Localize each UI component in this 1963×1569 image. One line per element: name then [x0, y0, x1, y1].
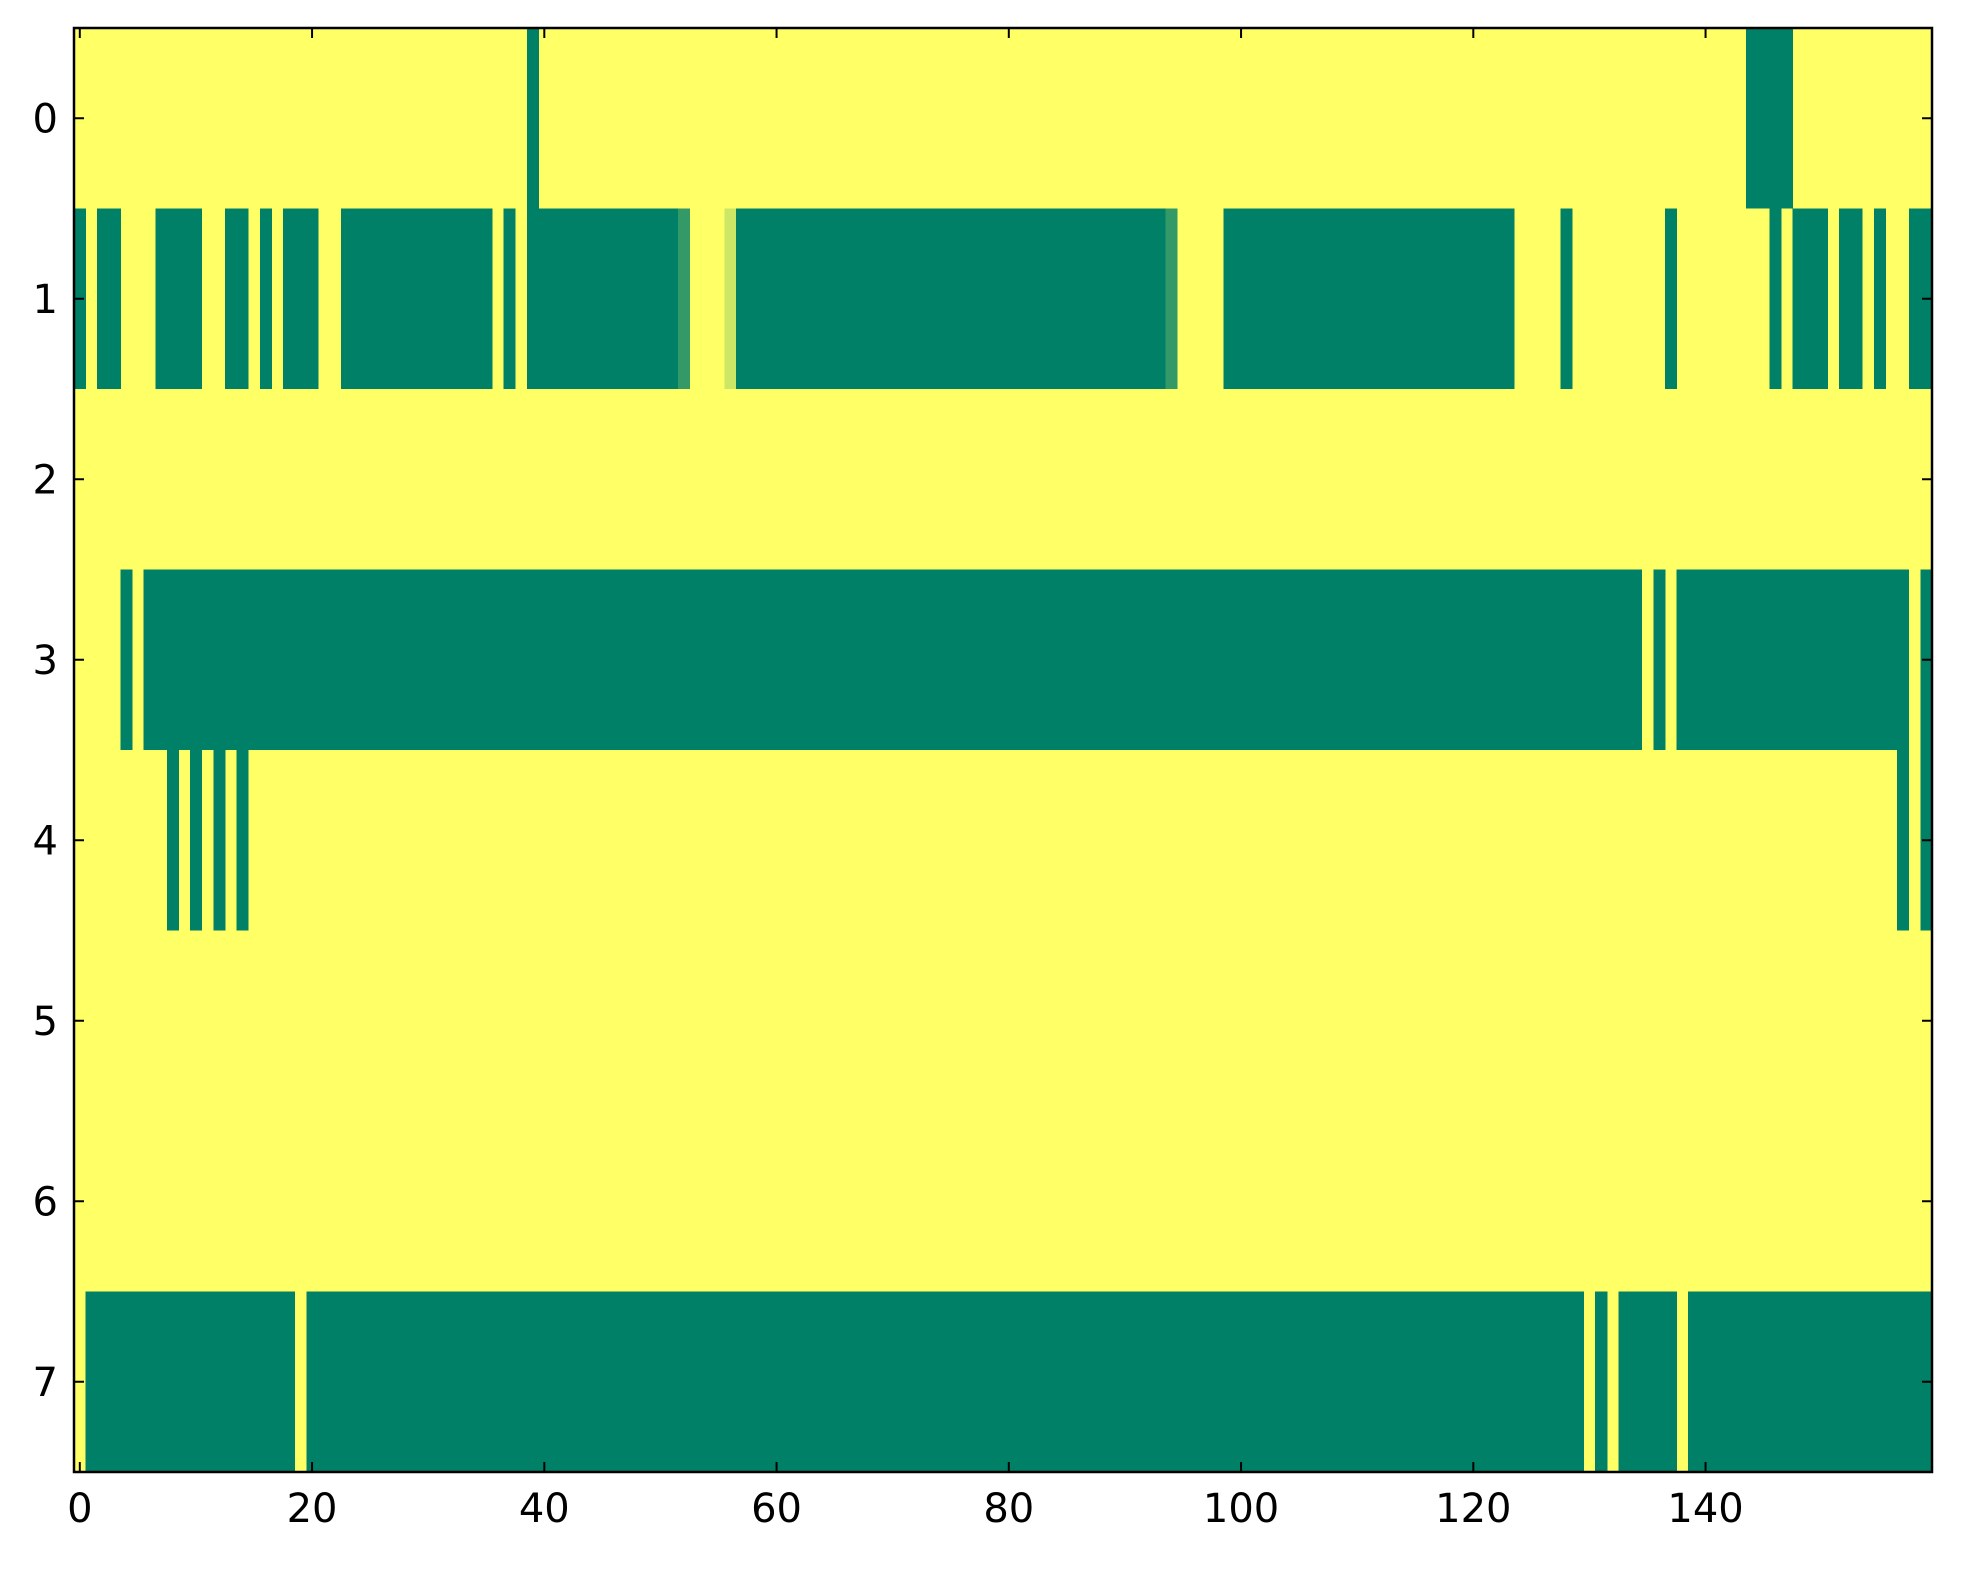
- heatmap-cell-row-1: [155, 208, 203, 389]
- heatmap-cell-row-7: [143, 1291, 203, 1472]
- heatmap-cell-row-1: [283, 208, 319, 389]
- heatmap-cell-row-1: [1792, 208, 1828, 389]
- heatmap-cell-row-7: [248, 1291, 296, 1472]
- x-tick-label: 60: [751, 1486, 802, 1532]
- heatmap-cell-row-3: [1653, 569, 1666, 750]
- heatmap-cells: [74, 28, 1933, 1472]
- heatmap-cell-row-1: [503, 208, 516, 389]
- x-tick-label: 40: [519, 1486, 570, 1532]
- y-tick-label: 1: [33, 277, 58, 323]
- y-tick-label: 2: [33, 457, 58, 503]
- heatmap-cell-row-0: [526, 28, 539, 209]
- heatmap-cell-row-7: [1618, 1291, 1677, 1472]
- heatmap-cell-row-7: [1595, 1291, 1608, 1472]
- heatmap-cell-row-1: [97, 208, 121, 389]
- axis-ticks: [74, 28, 1932, 1472]
- plot-frame: [72, 26, 1934, 1474]
- y-tick-label: 5: [33, 999, 58, 1045]
- heatmap-cell-row-1: [1165, 208, 1178, 389]
- heatmap-cell-row-7: [306, 1291, 1585, 1472]
- heatmap-cell-row-7: [201, 1291, 249, 1472]
- heatmap-cell-row-4: [166, 750, 179, 931]
- x-tick-label: 0: [67, 1486, 92, 1532]
- heatmap-cell-row-1: [341, 208, 493, 389]
- x-tick-label: 120: [1435, 1486, 1511, 1532]
- heatmap-cell-row-1: [1560, 208, 1573, 389]
- x-tick-label: 100: [1203, 1486, 1279, 1532]
- heatmap-cell-row-4: [213, 750, 226, 931]
- heatmap-cell-row-7: [1688, 1291, 1933, 1472]
- x-tick-label: 140: [1667, 1486, 1743, 1532]
- heatmap-cell-row-1: [1223, 208, 1515, 389]
- heatmap-cell-row-4: [236, 750, 249, 931]
- heatmap-cell-row-1: [1839, 208, 1863, 389]
- heatmap-cell-row-1: [1769, 208, 1782, 389]
- heatmap-cell-row-1: [224, 208, 249, 389]
- heatmap-cell-row-1: [1908, 208, 1933, 389]
- heatmap-cell-row-4: [190, 750, 203, 931]
- heatmap-cell-row-1: [735, 208, 1166, 389]
- heatmap-cell-row-4: [1897, 750, 1910, 931]
- axis-tick-labels: 0 20 40 60 80 100 120 140 0 1 2 3 4 5 6 7: [33, 96, 1744, 1532]
- x-tick-label: 80: [983, 1486, 1034, 1532]
- y-tick-label: 4: [33, 818, 58, 864]
- heatmap-cell-row-1: [724, 208, 737, 389]
- heatmap-cell-row-1: [526, 208, 679, 389]
- heatmap-cell-row-1: [1873, 208, 1886, 389]
- heatmap-cell-row-3: [143, 569, 1643, 750]
- y-tick-label: 6: [33, 1179, 58, 1225]
- y-tick-label: 0: [33, 96, 58, 142]
- heatmap-cell-row-3: [120, 569, 133, 750]
- y-tick-label: 3: [33, 638, 58, 684]
- heatmap-cell-row-7: [85, 1291, 145, 1472]
- heatmap-cell-row-1: [1664, 208, 1677, 389]
- heatmap-cell-row-0: [1746, 28, 1794, 209]
- x-tick-label: 20: [287, 1486, 338, 1532]
- y-tick-label: 7: [33, 1360, 58, 1406]
- heatmap-cell-row-3: [1676, 569, 1910, 750]
- heatmap-cell-row-1: [677, 208, 690, 389]
- heatmap-cell-row-1: [259, 208, 272, 389]
